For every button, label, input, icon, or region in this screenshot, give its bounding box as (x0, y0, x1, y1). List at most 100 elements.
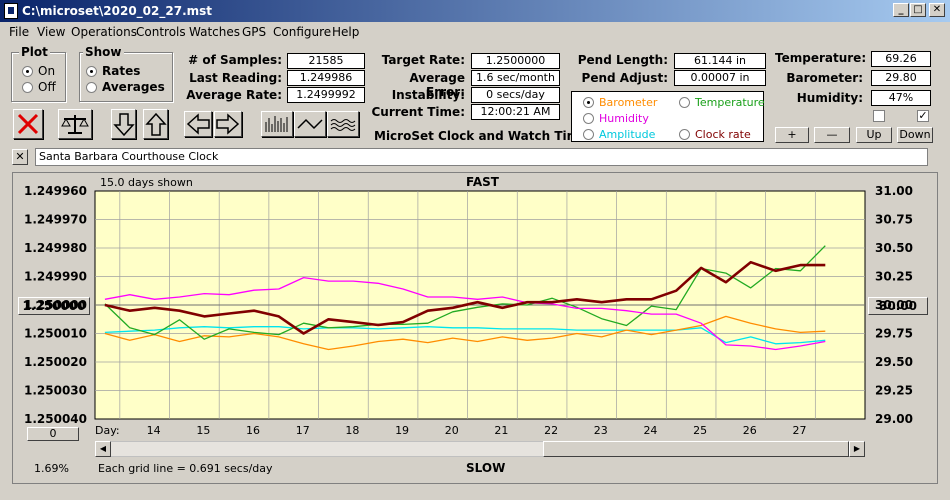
arrow-down-button[interactable] (111, 109, 136, 139)
arrow-left-button[interactable] (184, 111, 212, 137)
sensor-select-box (571, 91, 764, 142)
sensor-amplitude-radio[interactable] (583, 129, 594, 140)
temperature-field: 69.26 (871, 51, 931, 67)
arrow-right-icon (216, 113, 240, 135)
close-window-button[interactable]: ✕ (929, 3, 945, 17)
stop-button[interactable] (13, 109, 43, 139)
y-right-tick-label: 29.50 (875, 355, 913, 369)
menu-configure[interactable]: Configure (273, 25, 332, 39)
x-tick-label: 23 (594, 424, 608, 437)
app-icon (4, 3, 18, 19)
y-left-tick-label: 1.250000 (24, 298, 87, 312)
y-left-tick-label: 1.250010 (24, 327, 87, 341)
y-left-tick-label: 1.249970 (24, 213, 87, 227)
plot-off-label: Off (38, 80, 56, 94)
menu-operations[interactable]: Operations (71, 25, 137, 39)
scroll-thumb[interactable] (543, 441, 849, 457)
x-tick-label: 17 (296, 424, 310, 437)
menu-gps[interactable]: GPS (242, 25, 267, 39)
minus-button[interactable]: — (814, 127, 850, 143)
samples-field: 21585 (287, 53, 365, 69)
x-tick-label: 18 (345, 424, 359, 437)
y-left-tick-label: 1.250040 (24, 412, 87, 426)
y-left-tick-label: 1.250030 (24, 384, 87, 398)
plot-off-radio[interactable] (22, 82, 33, 93)
left-zero-button[interactable]: 0 (27, 427, 79, 441)
right-reference-button[interactable]: 30.00 (868, 297, 928, 315)
y-left-tick-label: 1.249990 (24, 270, 87, 284)
x-tick-label: 24 (643, 424, 657, 437)
wave-graph-button[interactable] (327, 111, 359, 137)
y-right-tick-label: 30.50 (875, 241, 913, 255)
window-title: C:\microset\2020_02_27.mst (22, 4, 213, 18)
series-clock-rate (104, 260, 826, 335)
line-graph-button[interactable] (294, 111, 326, 137)
barometer-field: 29.80 (871, 70, 931, 86)
y-left-tick-label: 1.249960 (24, 184, 87, 198)
x-tick-label: 22 (544, 424, 558, 437)
x-tick-label: 20 (445, 424, 459, 437)
scroll-right-arrow-icon[interactable]: ▶ (849, 441, 865, 457)
menu-watches[interactable]: Watches (189, 25, 240, 39)
sensor-temperature-label: Temperature (695, 96, 765, 109)
checkbox-1[interactable] (873, 110, 885, 122)
arrow-up-icon (145, 112, 167, 136)
clock-name-field[interactable]: Santa Barbara Courthouse Clock (35, 148, 928, 166)
menu-controls[interactable]: Controls (136, 25, 186, 39)
sensor-humidity-radio[interactable] (583, 113, 594, 124)
menu-view[interactable]: View (37, 25, 66, 39)
sensor-clockrate-label: Clock rate (695, 128, 751, 141)
balance-button[interactable] (58, 109, 92, 139)
minimize-button[interactable]: _ (893, 3, 909, 17)
x-tick-label: 26 (743, 424, 757, 437)
maximize-button[interactable]: □ (910, 3, 926, 17)
target-rate-field[interactable]: 1.2500000 (471, 53, 560, 69)
app-caption: MicroSet Clock and Watch Timer (374, 129, 594, 143)
down-button[interactable]: Down (897, 127, 933, 143)
bar-graph-icon (265, 116, 288, 132)
close-clock-button[interactable]: ✕ (12, 149, 28, 165)
plot-group-label: Plot (19, 45, 50, 59)
sensor-temperature-radio[interactable] (679, 97, 690, 108)
series-amplitude (104, 326, 826, 345)
y-right-tick-label: 30.00 (875, 298, 913, 312)
show-group (79, 52, 173, 102)
left-reference-button[interactable]: 1.250000 (18, 297, 90, 315)
plot-on-radio[interactable] (22, 66, 33, 77)
x-tick-label: 16 (246, 424, 260, 437)
y-right-tick-label: 29.00 (875, 412, 913, 426)
wave-graph-icon (330, 119, 356, 131)
pend-adjust-label: Pend Adjust: (581, 71, 668, 85)
days-shown-label: 15.0 days shown (100, 176, 193, 189)
last-reading-label: Last Reading: (189, 71, 282, 85)
line-graph-icon (297, 118, 323, 130)
slow-label: SLOW (466, 461, 506, 475)
bar-graph-button[interactable] (261, 111, 293, 137)
sensor-clockrate-radio[interactable] (679, 129, 690, 140)
checkbox-2[interactable]: ✓ (917, 109, 929, 122)
instability-field: 0 secs/day (471, 87, 560, 103)
menu-bar: File View Operations Controls Watches GP… (0, 22, 950, 42)
menu-file[interactable]: File (9, 25, 30, 39)
menu-help[interactable]: Help (332, 25, 360, 39)
sensor-barometer-radio[interactable] (583, 97, 594, 108)
show-averages-radio[interactable] (86, 82, 97, 93)
pend-length-field[interactable]: 61.144 in (674, 53, 766, 69)
arrow-down-icon (113, 113, 135, 137)
day-label: Day: (95, 424, 120, 437)
zoom-label: 1.69% (34, 462, 69, 475)
up-button[interactable]: Up (856, 127, 892, 143)
arrow-right-button[interactable] (214, 111, 242, 137)
arrow-up-button[interactable] (143, 109, 168, 139)
fast-label: FAST (466, 175, 499, 189)
plus-button[interactable]: + (775, 127, 809, 143)
y-left-tick-label: 1.249980 (24, 241, 87, 255)
scroll-left-arrow-icon[interactable]: ◀ (95, 441, 111, 457)
show-group-label: Show (83, 45, 124, 59)
show-rates-radio[interactable] (86, 66, 97, 77)
pend-adjust-field: 0.00007 in (674, 70, 766, 86)
current-time-field: 12:00:21 AM (471, 104, 560, 120)
target-rate-label: Target Rate: (381, 53, 465, 67)
x-tick-label: 27 (792, 424, 806, 437)
